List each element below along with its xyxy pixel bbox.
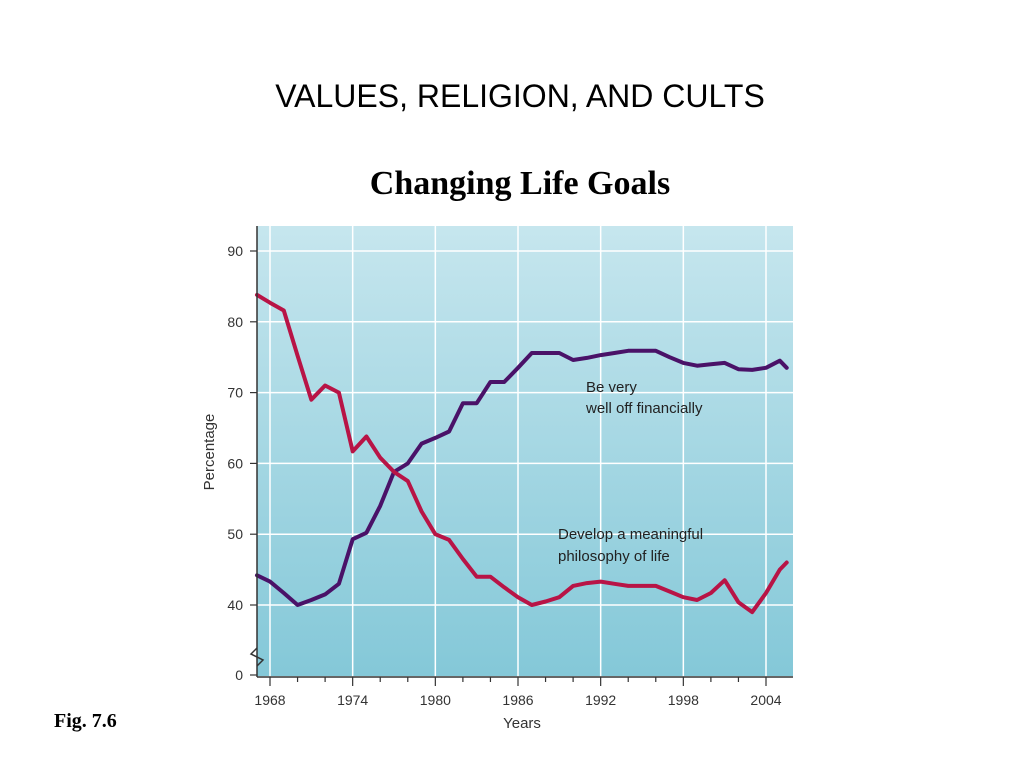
slide-title: VALUES, RELIGION, AND CULTS (275, 78, 765, 114)
y-tick-label-90: 90 (227, 243, 243, 259)
x-tick-label-1974: 1974 (337, 692, 368, 708)
series-group (255, 292, 789, 615)
x-tick-label-1980: 1980 (420, 692, 451, 708)
y-axis-title: Percentage (201, 414, 218, 491)
x-tick-label-1992: 1992 (585, 692, 616, 708)
series-line-financial (255, 348, 789, 607)
y-tick-label-60: 60 (227, 455, 243, 471)
chart-title: Changing Life Goals (369, 165, 671, 202)
x-tick-label-1998: 1998 (668, 692, 699, 708)
x-tick-label-1968: 1968 (254, 692, 285, 708)
x-ticks: 1968 1974 1980 1986 1992 1998 2004 (254, 677, 782, 708)
y-tick-label-40: 40 (227, 597, 243, 613)
series-annotation-financial-line-1: Be very (586, 379, 637, 396)
plot-background (257, 226, 793, 676)
series-line-philosophy (255, 292, 789, 615)
y-tick-label-80: 80 (227, 314, 243, 330)
series-annotation-philosophy-line-2: philosophy of life (558, 548, 670, 565)
x-tick-label-2004: 2004 (750, 692, 781, 708)
y-tick-label-0: 0 (235, 667, 243, 683)
y-tick-label-70: 70 (227, 385, 243, 401)
y-ticks: 0 40 50 60 70 80 90 (227, 243, 257, 683)
x-axis-title: Years (503, 715, 541, 732)
axis-break-icon (249, 647, 265, 667)
x-tick-label-1986: 1986 (502, 692, 533, 708)
y-tick-label-50: 50 (227, 526, 243, 542)
series-annotation-financial-line-2: well off financially (585, 400, 703, 417)
series-annotation-philosophy-line-1: Develop a meaningful (558, 526, 703, 543)
figure-label: Fig. 7.6 (54, 710, 117, 732)
axes (249, 226, 793, 678)
